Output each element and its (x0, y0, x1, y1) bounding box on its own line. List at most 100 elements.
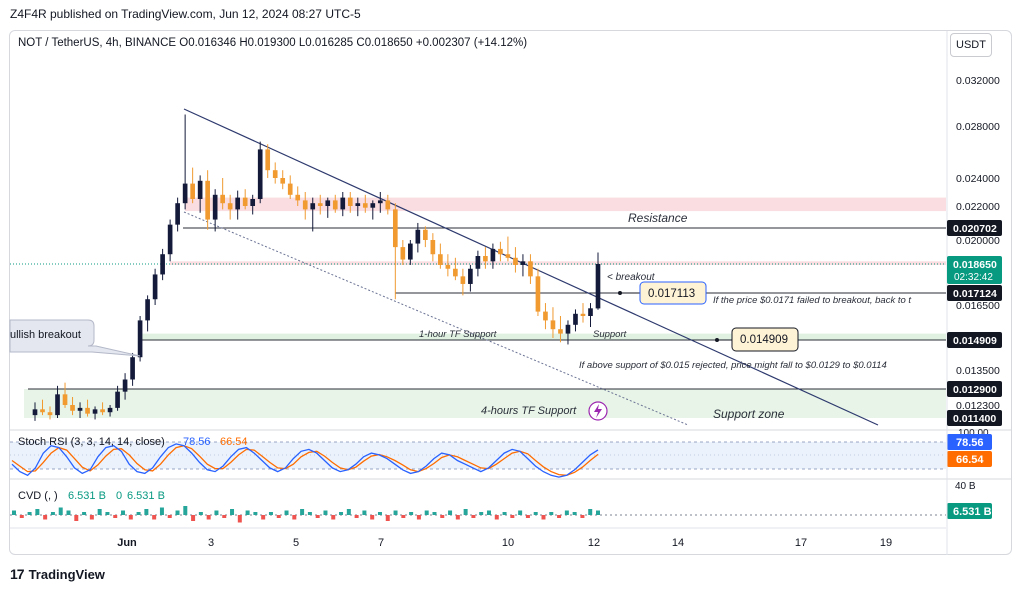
label-resistance: Resistance (628, 211, 688, 225)
price-tick-label: 0.032000 (956, 75, 1000, 87)
candle-body (505, 254, 511, 258)
candle-body (385, 200, 391, 210)
candle-body (130, 357, 135, 380)
cvd-bar (152, 515, 157, 520)
bullish-breakout-callout (9, 319, 141, 357)
cvd-bar (191, 515, 196, 521)
candle-body (498, 248, 503, 255)
price-badge (947, 410, 1002, 426)
price-tick-label: 0.024000 (956, 173, 1000, 185)
cvd-bar (510, 515, 515, 518)
cvd-bar (362, 510, 367, 515)
stoch-d-line (11, 445, 599, 476)
candle-body (212, 194, 218, 220)
support-value: 0.014909 (740, 334, 788, 346)
cvd-bar (128, 515, 133, 520)
lightning-icon-bolt (594, 404, 602, 418)
cvd-bar (307, 512, 312, 515)
price-tick-label: 0.020000 (956, 235, 1000, 247)
stoch-d-badge-text: 66.54 (956, 454, 984, 466)
cvd-bar (175, 510, 180, 515)
candle-body (490, 248, 496, 262)
cvd-bar (564, 510, 569, 515)
candle-body (115, 391, 120, 408)
price-badge-text: 0.020702 (953, 223, 997, 235)
candle-body (528, 261, 533, 277)
candle-body (62, 394, 68, 405)
time-tick-label: 17 (795, 537, 807, 549)
cvd-bar (66, 510, 71, 515)
candle-body (317, 203, 323, 206)
cvd-bar (331, 515, 336, 520)
label-support: Support (593, 329, 627, 340)
time-axis: Jun 3 5 7 10 12 14 17 19 (10, 527, 946, 549)
candle-body (392, 209, 398, 248)
label-breakout: < breakout (607, 272, 656, 283)
cvd-bar (183, 506, 188, 515)
cvd-bar (370, 515, 375, 520)
published-title: Z4F4R published on TradingView.com, Jun … (10, 7, 361, 21)
candle-body (370, 203, 376, 208)
candle-body (423, 229, 428, 240)
cvd-bar (486, 510, 491, 515)
stoch-rsi-pane: Stoch RSI (3, 3, 14, 14, close) 78.56 66.5… (10, 428, 1012, 478)
cvd-bar (315, 515, 320, 518)
price-badge-text: 0.014909 (953, 335, 997, 347)
candle-body (347, 197, 353, 206)
candle-body (77, 407, 83, 411)
cvd-bar (97, 509, 102, 515)
cvd-value-1: 6.531 B (68, 490, 106, 502)
cvd-bar (82, 512, 87, 515)
candle-body (543, 311, 548, 321)
candle-body (415, 229, 421, 244)
candle-body (438, 254, 443, 265)
cvd-bar (214, 510, 219, 515)
dotted-trendline (183, 211, 689, 426)
candle-body (160, 254, 165, 275)
candle-body (377, 200, 383, 204)
candle-body (295, 194, 301, 201)
zones-layer (24, 197, 946, 418)
candle-body (47, 412, 53, 416)
cvd-bar (284, 510, 289, 515)
candle-body (92, 409, 98, 414)
cvd-value-2: 0 (116, 490, 122, 502)
cvd-bar (245, 510, 250, 515)
candle-body (325, 200, 331, 206)
candle-body (355, 203, 361, 206)
support-value-box (731, 327, 799, 352)
cvd-badge-text: 6.531 B (953, 506, 992, 518)
candle-body (475, 256, 481, 269)
candle-body (205, 180, 210, 220)
cvd-bar (448, 510, 453, 515)
cvd-bar (121, 510, 126, 515)
cvd-bar (494, 515, 499, 520)
candle-body (220, 194, 225, 204)
candle-body (445, 264, 451, 269)
cvd-bar (43, 515, 48, 520)
label-rejected: If above support of $0.015 rejected, pri… (579, 360, 887, 371)
time-tick-label: 10 (502, 537, 514, 549)
zone-support-zone (24, 389, 946, 418)
candle-body (122, 379, 128, 392)
cvd-bar (440, 515, 445, 518)
currency-button[interactable]: USDT (950, 33, 992, 57)
zone-resistance-zone (185, 197, 946, 212)
stoch-d-badge (947, 451, 992, 467)
cvd-bar (159, 507, 164, 515)
candle-body (250, 199, 256, 206)
cvd-bar (261, 515, 266, 520)
support-dot (715, 338, 719, 342)
candle-body (272, 170, 278, 178)
cvd-badge (947, 503, 992, 519)
candle-body (107, 407, 113, 413)
time-tick-label: 3 (208, 537, 214, 549)
candle-body (558, 329, 563, 334)
label-1h-support: 1-hour TF Support (419, 329, 497, 340)
cvd-bar (237, 515, 242, 523)
candle-body (483, 256, 488, 262)
cvd-bar (292, 515, 297, 520)
candles-layer (32, 114, 601, 421)
cvd-bar (541, 515, 546, 520)
